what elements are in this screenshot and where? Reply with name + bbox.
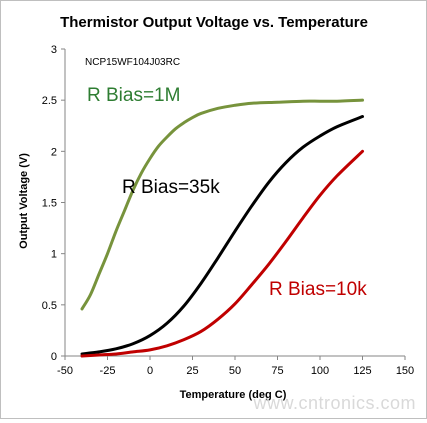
watermark-text: www.cntronics.com xyxy=(253,393,416,413)
series-line-1 xyxy=(80,98,364,311)
x-tick-label: -50 xyxy=(57,365,73,377)
y-tick-label: 0.5 xyxy=(42,300,57,312)
x-tick-label: 100 xyxy=(311,365,329,377)
x-tick-label: 150 xyxy=(396,365,414,377)
x-tick-label: 50 xyxy=(229,365,241,377)
series-lines xyxy=(80,98,364,358)
x-tick-label: 0 xyxy=(147,365,153,377)
y-tick-label: 2 xyxy=(51,146,57,158)
y-axis-label: Output Voltage (V) xyxy=(18,153,30,249)
x-tick-label: 125 xyxy=(353,365,371,377)
series-annotation-label: R Bias=35k xyxy=(122,177,220,198)
series-line-3 xyxy=(80,149,364,358)
series-annotation-label: R Bias=1M xyxy=(87,85,180,106)
annotations: R Bias=1M R Bias=35k R Bias=10k xyxy=(87,85,367,300)
x-tick-label: 25 xyxy=(186,365,198,377)
y-tick-label: 1 xyxy=(51,249,57,261)
series-annotation-label: R Bias=10k xyxy=(269,279,367,300)
x-axis-label: Temperature (deg C) xyxy=(180,389,287,401)
y-tick-label: 0 xyxy=(51,351,57,363)
axes: 0 0.5 1 1.5 2 2.5 3 -50 -25 0 25 50 75 100 125 150 xyxy=(42,44,414,377)
y-tick-label: 1.5 xyxy=(42,198,57,210)
y-tick-label: 3 xyxy=(51,44,57,56)
x-tick-label: -25 xyxy=(100,365,116,377)
x-tick-label: 75 xyxy=(271,365,283,377)
chart-subtitle: NCP15WF104J03RC xyxy=(85,57,180,68)
y-tick-label: 2.5 xyxy=(42,95,57,107)
chart-title: Thermistor Output Voltage vs. Temperatur… xyxy=(60,14,368,31)
series-line-2 xyxy=(80,115,364,356)
